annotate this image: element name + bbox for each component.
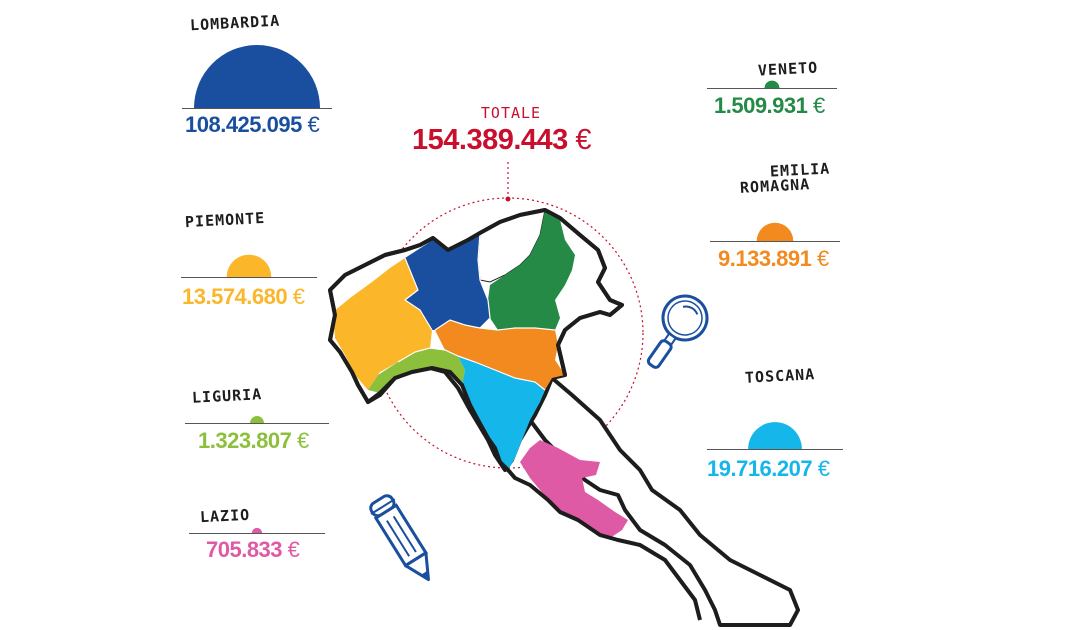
total-label: TOTALE	[480, 104, 542, 122]
total-currency: €	[575, 124, 591, 156]
map-region-piemonte	[333, 258, 432, 390]
semicircle-lazio	[251, 527, 263, 533]
magnifier-icon	[646, 294, 709, 369]
toscana-amount: 19.716.207	[707, 456, 813, 481]
map-region-veneto	[488, 210, 575, 330]
map-region-lombardia	[405, 233, 490, 330]
map-north-border	[328, 208, 624, 376]
semicircle-lombardia	[194, 45, 320, 108]
semicircle-piemonte	[226, 254, 272, 277]
veneto-amount: 1.509.931	[714, 93, 808, 118]
semicircle-veneto	[764, 80, 780, 88]
map-region-lazio	[520, 440, 628, 538]
region-label-veneto: VENETO	[757, 58, 819, 80]
region-value-veneto: 1.509.931 €	[714, 93, 825, 119]
lombardia-amount: 108.425.095	[185, 112, 302, 137]
piemonte-currency: €	[292, 284, 305, 309]
map-region-toscana	[458, 356, 545, 470]
semicircle-toscana	[748, 422, 802, 449]
region-value-piemonte: 13.574.680 €	[182, 284, 305, 310]
map-region-emilia-romagna	[435, 320, 565, 390]
lombardia-currency: €	[307, 112, 320, 137]
region-value-lazio: 705.833 €	[206, 537, 300, 563]
toscana-currency: €	[817, 456, 830, 481]
pencil-icon	[369, 494, 430, 582]
region-value-liguria: 1.323.807 €	[198, 428, 309, 454]
italy-map	[328, 208, 800, 627]
region-value-emilia-romagna: 9.133.891 €	[718, 246, 829, 272]
emilia-amount: 9.133.891	[718, 246, 812, 271]
map-west-border	[328, 289, 702, 621]
emilia-currency: €	[817, 246, 829, 271]
liguria-amount: 1.323.807	[198, 428, 292, 453]
semicircle-liguria	[250, 416, 264, 423]
semicircle-emilia-romagna	[756, 222, 794, 241]
region-value-lombardia: 108.425.095 €	[185, 112, 320, 138]
veneto-currency: €	[813, 93, 825, 118]
piemonte-amount: 13.574.680	[182, 284, 288, 309]
region-label-lazio: LAZIO	[199, 505, 251, 527]
region-value-toscana: 19.716.207 €	[707, 456, 830, 482]
total-connector-dot	[505, 196, 511, 202]
total-amount: 154.389.443	[412, 124, 568, 156]
lazio-currency: €	[287, 537, 300, 562]
total-value: 154.389.443 €	[412, 124, 591, 157]
liguria-currency: €	[297, 428, 309, 453]
map-inner-borders	[397, 232, 556, 391]
lazio-amount: 705.833	[206, 537, 283, 562]
